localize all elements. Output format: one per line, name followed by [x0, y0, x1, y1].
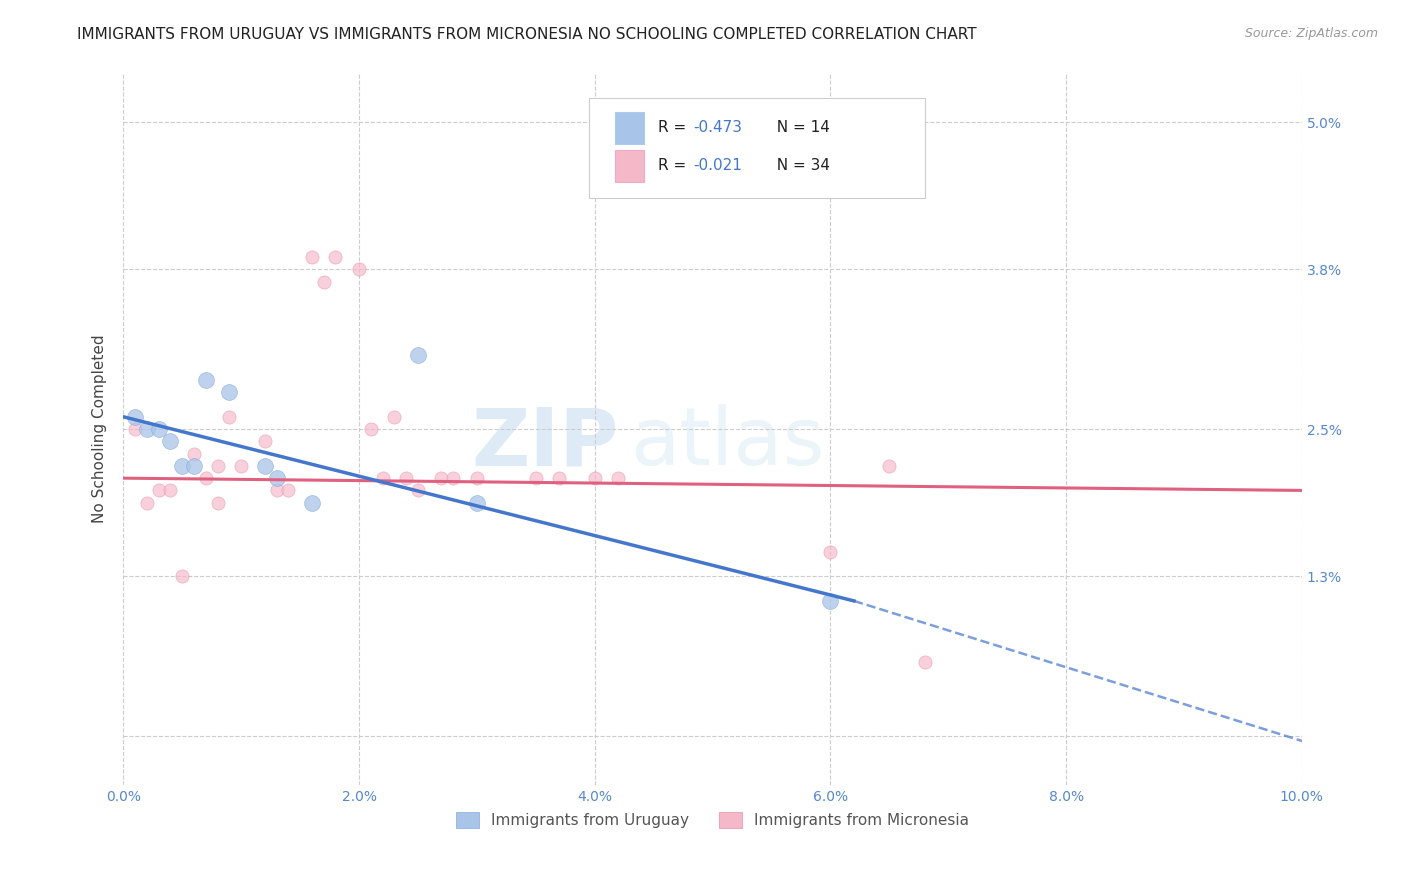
Point — [465, 471, 488, 485]
Point — [395, 471, 418, 485]
Point — [325, 250, 347, 264]
Point — [371, 471, 394, 485]
Point — [406, 483, 429, 498]
Point — [218, 385, 240, 400]
Point — [183, 447, 205, 461]
Text: R =: R = — [658, 120, 692, 136]
Point — [218, 409, 240, 424]
Point — [312, 275, 335, 289]
Text: N = 34: N = 34 — [766, 158, 830, 173]
Y-axis label: No Schooling Completed: No Schooling Completed — [93, 334, 107, 524]
Point — [266, 483, 288, 498]
Point — [135, 496, 157, 510]
Point — [194, 373, 217, 387]
Point — [607, 471, 630, 485]
Point — [183, 458, 205, 473]
Point — [194, 471, 217, 485]
Point — [207, 458, 229, 473]
Point — [231, 458, 253, 473]
Point — [124, 422, 146, 436]
Point — [465, 496, 488, 510]
Text: -0.021: -0.021 — [693, 158, 742, 173]
Text: ZIP: ZIP — [471, 404, 619, 483]
Point — [583, 471, 606, 485]
Point — [172, 569, 194, 583]
Point — [135, 422, 157, 436]
Point — [207, 496, 229, 510]
Legend: Immigrants from Uruguay, Immigrants from Micronesia: Immigrants from Uruguay, Immigrants from… — [450, 806, 976, 834]
Point — [382, 409, 405, 424]
Point — [148, 483, 170, 498]
Point — [266, 471, 288, 485]
Point — [855, 164, 877, 178]
Text: Source: ZipAtlas.com: Source: ZipAtlas.com — [1244, 27, 1378, 40]
Point — [406, 348, 429, 362]
Point — [159, 434, 181, 449]
Point — [360, 422, 382, 436]
Point — [124, 409, 146, 424]
Point — [301, 250, 323, 264]
Point — [253, 434, 276, 449]
Point — [253, 458, 276, 473]
FancyBboxPatch shape — [614, 150, 644, 182]
Point — [301, 496, 323, 510]
Point — [441, 471, 464, 485]
Point — [820, 545, 842, 559]
FancyBboxPatch shape — [614, 112, 644, 144]
Point — [347, 262, 370, 277]
Point — [277, 483, 299, 498]
Point — [524, 471, 547, 485]
Point — [172, 458, 194, 473]
Text: N = 14: N = 14 — [766, 120, 830, 136]
Text: R =: R = — [658, 158, 692, 173]
Point — [159, 483, 181, 498]
Point — [820, 594, 842, 608]
FancyBboxPatch shape — [589, 98, 925, 198]
Text: IMMIGRANTS FROM URUGUAY VS IMMIGRANTS FROM MICRONESIA NO SCHOOLING COMPLETED COR: IMMIGRANTS FROM URUGUAY VS IMMIGRANTS FR… — [77, 27, 977, 42]
Text: atlas: atlas — [630, 404, 824, 483]
Point — [914, 656, 936, 670]
Point — [430, 471, 453, 485]
Point — [148, 422, 170, 436]
Point — [548, 471, 571, 485]
Point — [879, 458, 901, 473]
Text: -0.473: -0.473 — [693, 120, 742, 136]
